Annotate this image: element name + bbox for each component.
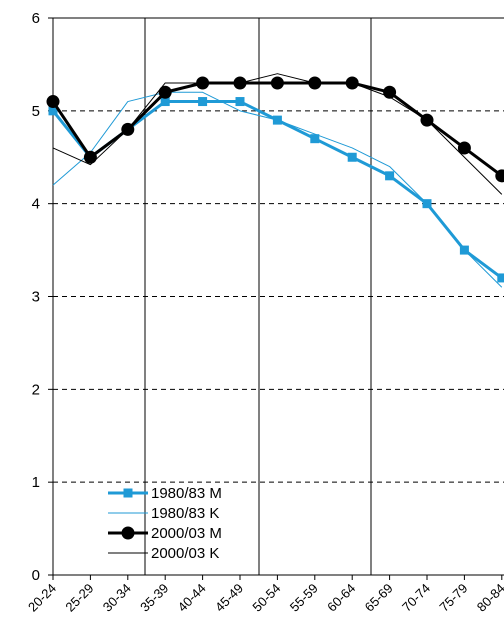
y-tick-labels: 0 1 2 3 4 5 6 (32, 10, 53, 584)
x-tick-label-80-84: 80-84 (474, 581, 504, 615)
series-line-1 (52, 91, 503, 288)
x-tick-label-55-59: 55-59 (287, 581, 321, 615)
x-tick-label-20-24: 20-24 (25, 581, 59, 615)
x-tick-label-40-44: 40-44 (175, 581, 209, 615)
x-tick-label-70-74: 70-74 (399, 581, 433, 615)
point-0-3 (160, 97, 170, 107)
legend: 1980/83 M 1980/83 K 2000/03 M 2000/03 K (108, 485, 222, 562)
point-2-3 (158, 85, 172, 99)
y-tick-label-4: 4 (32, 196, 40, 213)
legend-label-1: 1980/83 K (151, 505, 219, 522)
y-tick-label-6: 6 (32, 10, 40, 27)
point-0-12 (497, 273, 504, 283)
point-0-4 (198, 97, 208, 107)
y-tick-label-1: 1 (32, 474, 40, 491)
legend-marker-2 (121, 526, 135, 540)
point-0-5 (235, 97, 245, 107)
legend-label-0: 1980/83 M (151, 485, 222, 502)
point-2-11 (457, 141, 471, 155)
x-tick-labels: 20-24 25-29 30-34 35-39 40-44 45-49 50-54 55-59… (25, 575, 504, 615)
x-tick-label-60-64: 60-64 (324, 581, 358, 615)
x-tick-label-45-49: 45-49 (212, 581, 246, 615)
legend-marker-0 (123, 488, 133, 498)
y-tick-label-5: 5 (32, 103, 40, 120)
point-0-9 (385, 171, 395, 181)
point-0-8 (347, 152, 357, 162)
point-2-0 (46, 95, 60, 109)
legend-label-2: 2000/03 M (151, 525, 222, 542)
x-tick-label-75-79: 75-79 (436, 581, 470, 615)
x-tick-label-25-29: 25-29 (62, 581, 96, 615)
series-line-2 (51, 81, 503, 178)
point-2-12 (495, 169, 504, 183)
y-tick-label-2: 2 (32, 381, 40, 398)
x-tick-label-65-69: 65-69 (362, 581, 396, 615)
point-0-0 (48, 106, 58, 116)
point-2-1 (83, 150, 97, 164)
point-2-6 (270, 76, 284, 90)
y-tick-label-3: 3 (32, 289, 40, 306)
point-0-7 (310, 134, 320, 144)
y-tick-label-0: 0 (32, 567, 40, 584)
x-tick-label-35-39: 35-39 (137, 581, 171, 615)
x-tick-label-50-54: 50-54 (249, 581, 283, 615)
grid-layer (53, 17, 504, 483)
series-line-3 (52, 73, 503, 195)
legend-label-3: 2000/03 K (151, 545, 219, 562)
series-layer (46, 73, 504, 288)
x-tick-label-30-34: 30-34 (100, 581, 134, 615)
